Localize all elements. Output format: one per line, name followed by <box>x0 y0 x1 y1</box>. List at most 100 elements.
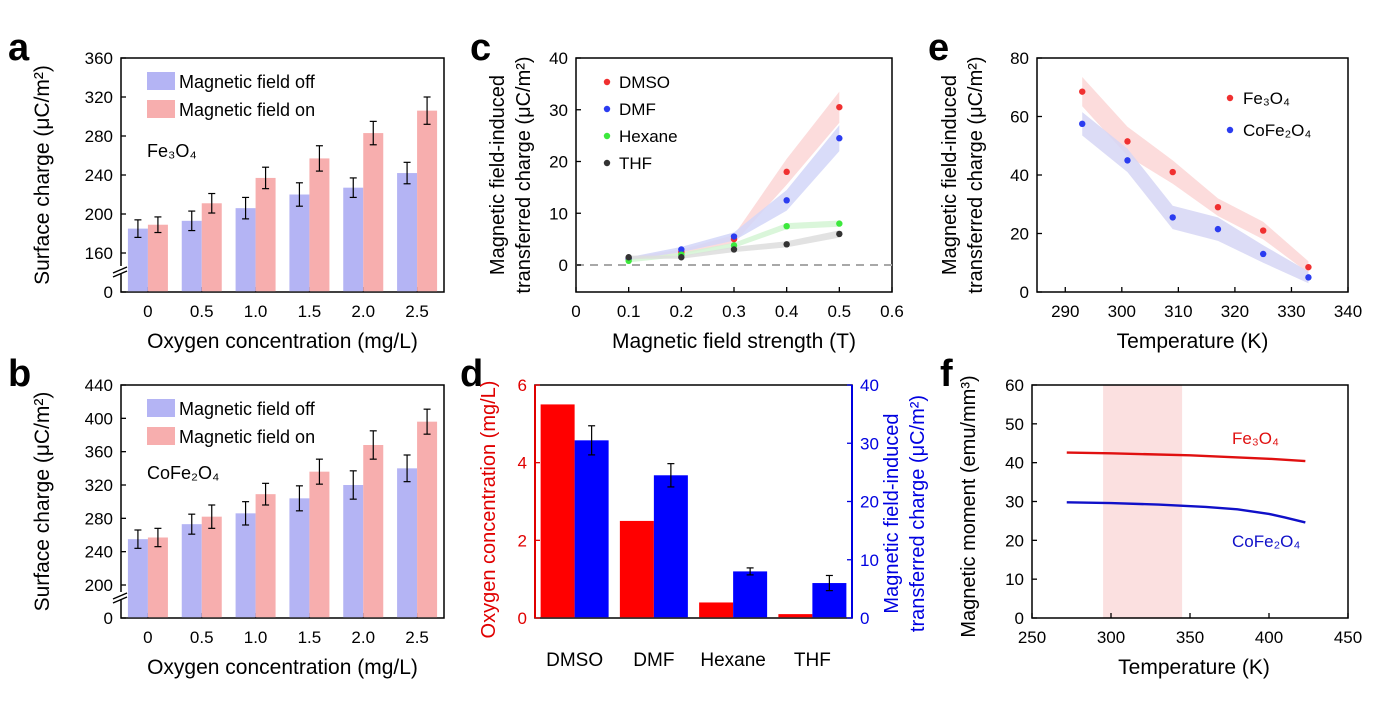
axis-break-mark <box>112 596 128 604</box>
confidence-band-dmf <box>628 125 840 261</box>
y-axis-title: Surface charge (μC/m²) <box>31 65 54 285</box>
panel-label-b: b <box>8 353 31 395</box>
bar-field-on <box>147 537 168 618</box>
y-tick-label: 320 <box>85 476 113 495</box>
y-tick-label: 2 <box>518 531 527 550</box>
x-tick-label: 300 <box>1097 628 1125 647</box>
y-tick-label: 400 <box>85 409 113 428</box>
y-tick-label: 20 <box>1010 225 1029 244</box>
x-tick-label: 0.2 <box>670 302 694 321</box>
y-tick-label: 30 <box>549 101 568 120</box>
y-tick-label: 10 <box>549 204 568 223</box>
bar-field-on <box>417 110 438 292</box>
bar-field-off <box>343 187 364 292</box>
legend-marker <box>1226 94 1234 102</box>
y-tick-label: 0 <box>518 609 527 628</box>
bar-transferred-charge <box>653 475 688 618</box>
y-tick-label: 200 <box>85 576 113 595</box>
y-tick-label: 320 <box>85 88 113 107</box>
panel-c-chart: DMSO DMF Hexane THF 0 0.1 0.2 0.3 0.4 0.5 0.6 0 10 20… <box>487 49 904 353</box>
y-tick-label: 0 <box>104 609 113 628</box>
point-dmf <box>836 135 843 142</box>
y-tick-label: 40 <box>1005 454 1024 473</box>
x-tick-label: 0 <box>143 628 152 647</box>
x-tick-label: 0.5 <box>190 628 214 647</box>
x-tick-label: 1.0 <box>244 628 268 647</box>
series-label-cofe2o4: CoFe₂O₄ <box>1232 532 1300 551</box>
bar-field-off <box>289 498 310 618</box>
legend-swatch <box>147 100 175 118</box>
point <box>1214 203 1222 211</box>
bar-field-off <box>127 228 148 292</box>
bar-oxygen-concentration <box>619 520 654 618</box>
legend-label: Magnetic field off <box>179 72 316 92</box>
y-tick-label: 440 <box>85 376 113 395</box>
point-hexane <box>836 220 843 227</box>
panel-f-chart: Fe₃O₄ CoFe₂O₄ 250 300 350 400 450 0 10 20 30 40 50 60… <box>958 375 1362 679</box>
bar-field-on <box>363 445 384 618</box>
x-tick-label: 0.1 <box>617 302 641 321</box>
panel-label-d: d <box>460 353 483 395</box>
y-tick-label: 360 <box>85 443 113 462</box>
panel-label-e: e <box>928 27 949 69</box>
y-axis-title: Magnetic moment (emu/mm³) <box>958 375 980 637</box>
y-tick-label: 360 <box>85 49 113 68</box>
x-tick-label: DMF <box>633 650 674 671</box>
bar-field-off <box>397 173 418 292</box>
x-tick-label: 320 <box>1221 302 1249 321</box>
panel-label-a: a <box>8 27 30 69</box>
y-tick-label: 6 <box>518 376 527 395</box>
panel-a-chart: 0 160 200 240 280 320 360 0 0.5 1.0 1.5 2.0 2.5 Magne… <box>31 49 445 353</box>
legend-label: THF <box>619 154 652 173</box>
x-tick-label: Hexane <box>700 650 766 671</box>
y2-axis-title: Magnetic field-induced transferred charge… <box>881 395 929 632</box>
y-tick-label: 0 <box>1020 283 1029 302</box>
panel-label-c: c <box>470 27 491 69</box>
point-dmso <box>783 168 790 176</box>
legend-swatch <box>147 399 175 417</box>
y-tick-label: 30 <box>1005 493 1024 512</box>
y2-tick-label: 0 <box>860 609 869 628</box>
point-thf <box>836 230 843 238</box>
bar-field-on <box>363 133 384 292</box>
y-tick-label: 40 <box>1010 166 1029 185</box>
bar-field-on <box>201 516 222 618</box>
x-tick-label: 1.5 <box>298 302 322 321</box>
point-thf <box>783 241 790 248</box>
bar-field-on <box>255 177 276 292</box>
y-tick-label: 4 <box>518 454 527 473</box>
confidence-band-thf <box>628 230 840 259</box>
y-axis-title: Surface charge (μC/m²) <box>31 392 54 612</box>
bar-oxygen-concentration <box>540 404 575 618</box>
x-axis-title: Magnetic field strength (T) <box>612 330 856 353</box>
legend-marker <box>603 105 611 113</box>
x-axis-title: Temperature (K) <box>1118 656 1270 679</box>
bar-field-off <box>235 513 256 618</box>
series-line-cofe2o4 <box>1066 501 1306 524</box>
y2-tick-label: 40 <box>860 376 879 395</box>
x-axis-title: Temperature (K) <box>1117 330 1269 353</box>
y-tick-label: 280 <box>85 509 113 528</box>
x-tick-label: THF <box>794 650 831 671</box>
y-tick-label: 0 <box>1015 609 1024 628</box>
y-tick-label: 60 <box>1005 376 1024 395</box>
panel-d-chart: DMSO DMF Hexane THF 0 2 4 6 0 10 20 30 40 Oxygen conc… <box>478 376 929 671</box>
x-tick-label: 2.5 <box>405 302 429 321</box>
y-tick-label: 160 <box>85 244 113 263</box>
bar-transferred-charge <box>733 571 768 618</box>
point-thf <box>678 254 685 261</box>
point <box>1124 157 1131 164</box>
y-tick-label: 20 <box>1005 531 1024 550</box>
point <box>1124 138 1131 145</box>
panel-label-f: f <box>940 353 953 395</box>
x-axis-title: Oxygen concentration (mg/L) <box>147 656 418 679</box>
x-tick-label: 310 <box>1164 302 1192 321</box>
x-tick-label: 0.5 <box>190 302 214 321</box>
y-axis-title: Magnetic field-induced transferred charge… <box>487 56 535 293</box>
bar-field-on <box>417 421 438 618</box>
point <box>1305 274 1312 281</box>
bar-field-off <box>235 208 256 292</box>
x-tick-label: 300 <box>1108 302 1136 321</box>
point <box>1305 263 1312 271</box>
